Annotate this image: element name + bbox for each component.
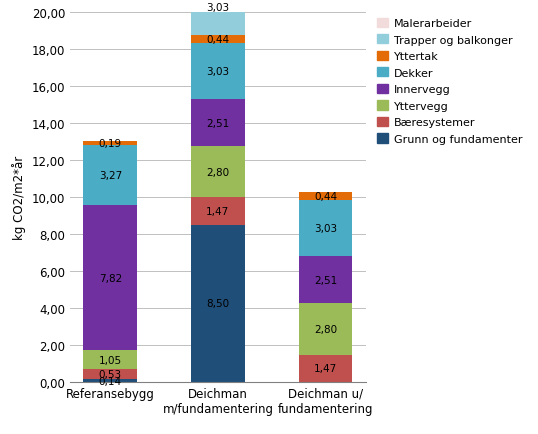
Bar	[299, 201, 352, 257]
Text: 7,82: 7,82	[98, 273, 122, 283]
Text: 0,44: 0,44	[207, 35, 229, 45]
Bar	[191, 225, 245, 382]
Bar	[83, 142, 137, 146]
Bar	[191, 146, 245, 198]
Text: 2,51: 2,51	[314, 275, 337, 285]
Text: 2,80: 2,80	[314, 324, 337, 334]
Bar	[299, 257, 352, 303]
Text: 1,47: 1,47	[314, 363, 337, 373]
Bar	[191, 0, 245, 36]
Bar	[191, 100, 245, 146]
Text: 3,27: 3,27	[98, 171, 122, 181]
Bar	[299, 193, 352, 201]
Legend: Malerarbeider, Trapper og balkonger, Yttertak, Dekker, Innervegg, Yttervegg, Bær: Malerarbeider, Trapper og balkonger, Ytt…	[377, 19, 522, 145]
Text: 1,47: 1,47	[206, 207, 230, 217]
Text: 3,03: 3,03	[207, 67, 229, 77]
Text: 0,53: 0,53	[99, 369, 122, 379]
Bar	[83, 379, 137, 382]
Text: 1,05: 1,05	[99, 355, 122, 365]
Bar	[191, 198, 245, 225]
Bar	[83, 206, 137, 350]
Bar	[191, 44, 245, 100]
Text: 0,44: 0,44	[314, 192, 337, 202]
Bar	[83, 350, 137, 370]
Text: 3,03: 3,03	[207, 3, 229, 13]
Text: 0,14: 0,14	[99, 376, 122, 386]
Bar	[299, 355, 352, 382]
Text: 0,19: 0,19	[99, 139, 122, 149]
Bar	[299, 303, 352, 355]
Bar	[83, 370, 137, 379]
Text: 2,51: 2,51	[206, 118, 230, 128]
Text: 2,80: 2,80	[207, 167, 229, 177]
Bar	[83, 146, 137, 206]
Text: 3,03: 3,03	[314, 224, 337, 234]
Bar	[191, 36, 245, 44]
Text: 8,50: 8,50	[207, 299, 229, 309]
Y-axis label: kg CO2/m2*år: kg CO2/m2*år	[12, 155, 26, 240]
